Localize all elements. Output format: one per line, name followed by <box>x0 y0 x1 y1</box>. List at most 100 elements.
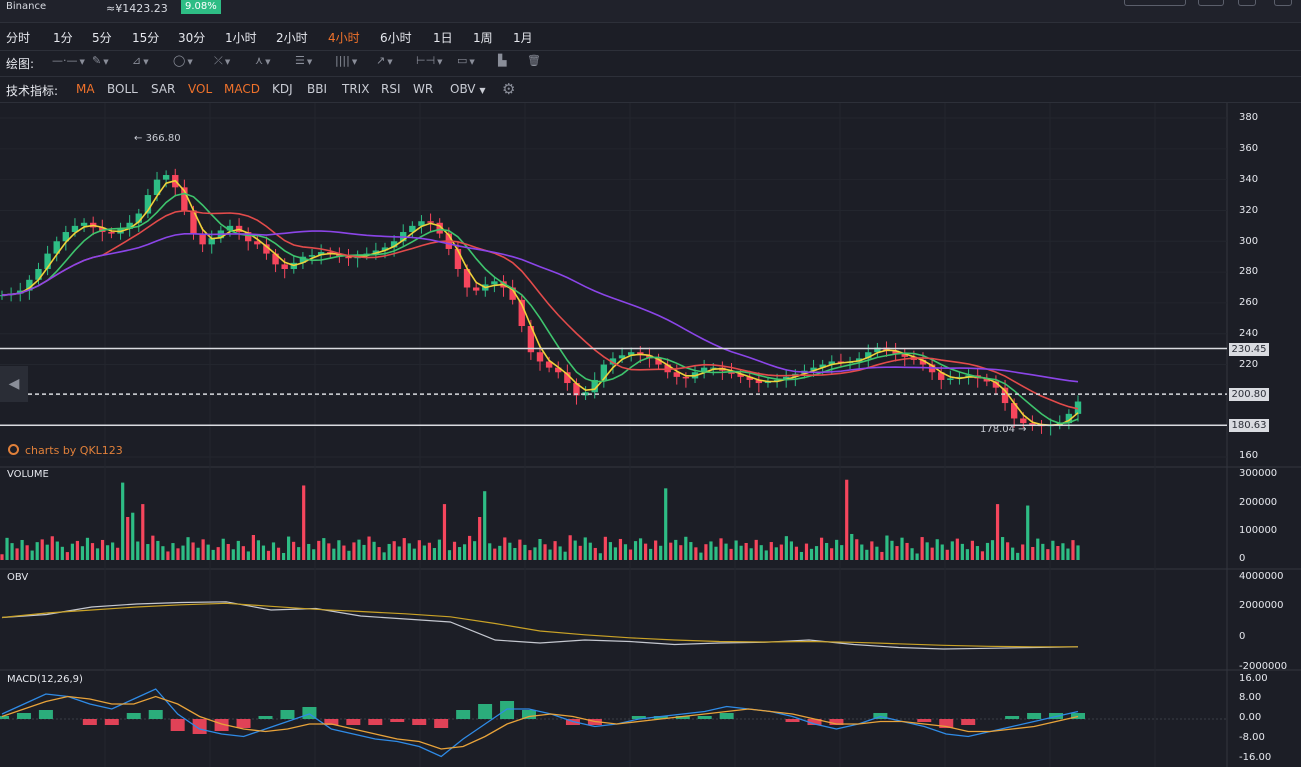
candle-body <box>992 381 1000 388</box>
indicator-boll[interactable]: BOLL <box>107 82 138 96</box>
indicator-rsi[interactable]: RSI <box>381 82 401 96</box>
volume-bar <box>905 542 909 560</box>
price-axis-tick: 260 <box>1239 297 1259 308</box>
volume-bar <box>161 546 165 560</box>
obv-axis-tick: -2000000 <box>1239 661 1288 672</box>
tab-period[interactable]: 1分 <box>53 31 73 45</box>
volume-bar <box>1011 547 1015 560</box>
pen-tool-icon[interactable]: ✎ ▼ <box>92 54 109 67</box>
tab-period[interactable]: 分时 <box>6 31 31 45</box>
volume-bar <box>256 540 261 560</box>
macd-histogram-bar <box>653 716 668 719</box>
volume-bar <box>598 553 602 560</box>
macd-histogram-bar <box>961 719 976 725</box>
macd-histogram-bar <box>346 719 361 725</box>
macd-histogram-bar <box>148 710 163 719</box>
candle-body <box>226 225 234 231</box>
indicator-trix[interactable]: TRIX <box>342 82 370 96</box>
ma-long-line <box>1 209 1079 410</box>
tab-period-active[interactable]: 4小时 <box>328 31 360 45</box>
candle-body <box>737 373 744 377</box>
indicator-vol[interactable]: VOL <box>188 82 213 96</box>
watermark-text: charts by QKL123 <box>25 444 123 457</box>
tab-period[interactable]: 15分 <box>132 31 160 45</box>
measure-tool-icon[interactable]: ▙ <box>498 54 507 67</box>
volume-bar <box>1031 546 1035 560</box>
volume-bar <box>382 552 386 560</box>
circle-tool-icon[interactable]: ◯ ▼ <box>173 54 193 67</box>
arrow-tool-icon[interactable]: ↗ ▼ <box>376 54 393 67</box>
indicator-toolbar: 技术指标: MA BOLL SAR VOL MACD KDJ BBI TRIX … <box>0 77 1301 103</box>
tab-period[interactable]: 1日 <box>433 31 453 45</box>
header-toggle-button[interactable] <box>1198 0 1224 6</box>
fib-tool-icon[interactable]: ☰ ▼ <box>295 54 313 67</box>
gear-icon[interactable]: ⚙ <box>502 80 516 98</box>
volume-bar <box>317 540 321 560</box>
indicator-obv-dropdown[interactable]: OBV ▼ <box>450 82 486 96</box>
angle-tool-icon[interactable]: ⊿ ▼ <box>132 54 149 67</box>
candle-body <box>783 376 790 380</box>
macd-histogram-bar <box>807 719 822 725</box>
indicator-bbi[interactable]: BBI <box>307 82 328 96</box>
curve-tool-icon[interactable]: ⤫ ▼ <box>214 54 231 67</box>
macd-histogram-bar <box>456 710 471 719</box>
obv-ma-line <box>1 602 1078 648</box>
candle-body <box>463 269 471 288</box>
chevron-down-icon: ▼ <box>479 86 486 95</box>
price-line-tag[interactable]: 200.80 <box>1229 388 1269 401</box>
volume-bar <box>286 536 291 560</box>
header-action-button[interactable] <box>1124 0 1186 6</box>
candle-body <box>135 213 142 223</box>
chart-canvas[interactable] <box>0 103 1301 767</box>
tab-period[interactable]: 5分 <box>92 31 112 45</box>
indicator-ma[interactable]: MA <box>76 82 95 96</box>
exchange-name[interactable]: Binance <box>6 1 47 12</box>
range-tool-icon[interactable]: ⊢⊣ ▼ <box>416 54 443 67</box>
indicator-wr[interactable]: WR <box>413 82 434 96</box>
tab-period[interactable]: 2小时 <box>276 31 308 45</box>
tab-period[interactable]: 1小时 <box>225 31 257 45</box>
macd-histogram-bar <box>631 716 646 719</box>
pattern-tool-icon[interactable]: ⋏ ▼ <box>255 54 271 67</box>
price-line-tag[interactable]: 230.45 <box>1229 343 1269 356</box>
price-line-tag[interactable]: 180.63 <box>1229 419 1269 432</box>
macd-histogram-bar <box>170 719 185 731</box>
indicator-kdj[interactable]: KDJ <box>272 82 293 96</box>
collapse-sidebar-button[interactable]: ◀ <box>0 366 28 402</box>
star-icon[interactable] <box>1274 0 1292 6</box>
volume-bar <box>392 541 396 560</box>
indicator-sar[interactable]: SAR <box>151 82 176 96</box>
trash-icon[interactable]: 🗑 <box>527 54 541 67</box>
candle-body <box>1010 403 1018 419</box>
screenshot-icon[interactable] <box>1238 0 1256 6</box>
tab-period[interactable]: 1月 <box>513 31 533 45</box>
volume-bar <box>784 536 788 560</box>
min-price-annotation: 178.04 → <box>980 424 1027 435</box>
volume-bar <box>1000 537 1005 560</box>
candle-body <box>144 195 152 214</box>
volume-bar <box>955 538 959 560</box>
candle-body <box>746 376 753 380</box>
price-axis-tick: 280 <box>1239 266 1259 277</box>
volume-bar <box>794 546 799 560</box>
tab-period[interactable]: 6小时 <box>380 31 412 45</box>
indicator-macd[interactable]: MACD <box>224 82 260 96</box>
tab-period[interactable]: 1周 <box>473 31 493 45</box>
volume-bar <box>1041 543 1045 560</box>
volume-bar <box>714 546 718 560</box>
volume-bar <box>427 542 431 560</box>
note-tool-icon[interactable]: ▭ ▼ <box>457 54 475 67</box>
candle-body <box>436 222 443 234</box>
line-tool-icon[interactable]: —·— ▼ <box>52 54 85 67</box>
candle-body <box>518 299 525 327</box>
macd-histogram-bar <box>236 719 251 728</box>
volume-axis-tick: 300000 <box>1239 468 1278 479</box>
volume-bar <box>1046 549 1050 560</box>
volume-bar <box>90 543 95 560</box>
volume-bar <box>523 544 527 560</box>
volume-bar <box>890 540 894 560</box>
volume-bar <box>654 540 658 560</box>
volume-bar <box>845 479 849 560</box>
bars-tool-icon[interactable]: |||| ▼ <box>335 54 358 67</box>
tab-period[interactable]: 30分 <box>178 31 206 45</box>
